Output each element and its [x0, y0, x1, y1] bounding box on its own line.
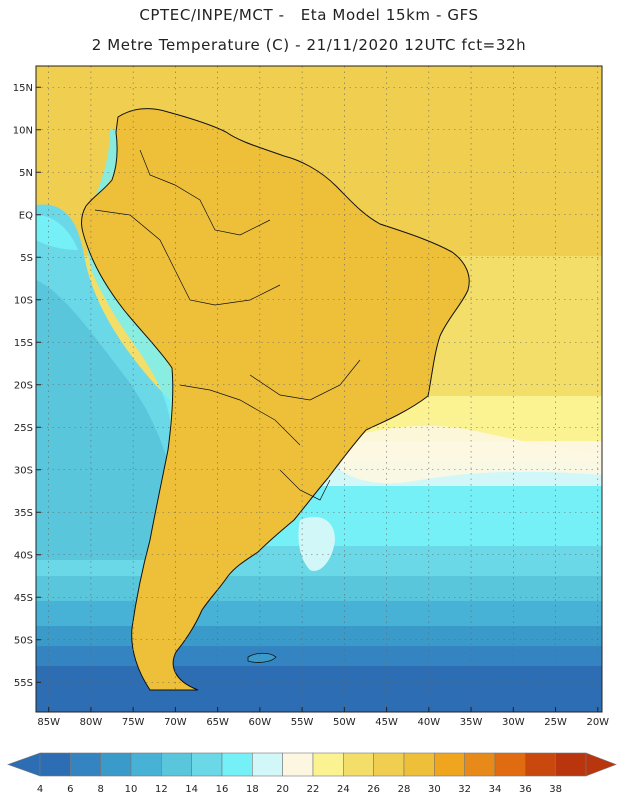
map-frame [35, 65, 603, 713]
colorbar-swatch [221, 752, 253, 777]
lon-tick-label: 40W [418, 717, 441, 728]
lat-tick-label: 5N [19, 168, 33, 179]
lat-tick-label: 5S [20, 253, 33, 264]
lat-tick-label: 25S [14, 423, 33, 434]
colorbar-swatch [130, 752, 162, 777]
lon-tick-label: 60W [249, 717, 272, 728]
colorbar-swatch [100, 752, 132, 777]
lon-tick-label: 35W [460, 717, 483, 728]
colorbar-label: 30 [428, 784, 441, 795]
lat-tick-label: 15N [13, 83, 33, 94]
colorbar-swatch [282, 752, 314, 777]
colorbar-swatch [555, 752, 587, 777]
lat-tick-label: 30S [14, 465, 33, 476]
lat-tick-label: 35S [14, 508, 33, 519]
colorbar-arrow-low [7, 752, 41, 777]
colorbar-swatch [434, 752, 465, 777]
colorbar-label: 12 [155, 784, 168, 795]
lat-tick-label: 50S [14, 635, 33, 646]
colorbar-swatch [312, 752, 344, 777]
colorbar-swatch [494, 752, 526, 777]
lon-tick-label: 85W [37, 717, 60, 728]
map-title-line2: 2 Metre Temperature (C) - 21/11/2020 12U… [91, 36, 527, 54]
colorbar-label: 10 [125, 784, 138, 795]
lat-tick-label: 15S [14, 338, 33, 349]
map-title-line1: CPTEC/INPE/MCT - Eta Model 15km - GFS [139, 6, 479, 24]
lat-tick-label: EQ [19, 210, 33, 221]
lon-tick-label: 80W [80, 717, 103, 728]
colorbar-label: 32 [458, 784, 471, 795]
colorbar-label: 20 [276, 784, 289, 795]
colorbar-label: 22 [307, 784, 320, 795]
lat-lon-grid [36, 66, 602, 712]
colorbar-arrow-high [585, 752, 617, 777]
colorbar-label: 4 [37, 784, 43, 795]
lon-tick-label: 75W [122, 717, 145, 728]
colorbar-label: 28 [398, 784, 411, 795]
colorbar-label: 16 [216, 784, 229, 795]
coastline [81, 108, 470, 691]
colorbar-label: 24 [337, 784, 350, 795]
lat-tick-label: 20S [14, 380, 33, 391]
colorbar-swatch [464, 752, 496, 777]
colorbar-swatch [161, 752, 192, 777]
lon-tick-label: 65W [206, 717, 229, 728]
lat-tick-label: 10N [13, 125, 33, 136]
colorbar-swatch [39, 752, 71, 777]
lon-tick-label: 30W [502, 717, 525, 728]
colorbar-label: 34 [489, 784, 502, 795]
lat-tick-label: 55S [14, 678, 33, 689]
lon-tick-label: 25W [544, 717, 567, 728]
colorbar-label: 38 [549, 784, 562, 795]
axis-labels: 15N 10N 5N EQ 5S 10S 15S 20S 25S 30S 35S 40S 45S 50S 5… [13, 83, 609, 728]
colorbar-swatch [373, 752, 405, 777]
colorbar-swatch [343, 752, 374, 777]
colorbar-label: 14 [185, 784, 198, 795]
colorbar-swatch [70, 752, 101, 777]
colorbar-swatch [403, 752, 435, 777]
lat-tick-label: 45S [14, 593, 33, 604]
lon-tick-label: 50W [333, 717, 356, 728]
colorbar-swatch [252, 752, 283, 777]
colorbar-swatch [525, 752, 556, 777]
colorbar: 4 6 8 10 12 14 16 18 20 22 24 26 28 30 32 34 36 38 [7, 752, 617, 795]
lon-tick-label: 55W [291, 717, 314, 728]
colorbar-label: 18 [246, 784, 259, 795]
colorbar-label: 36 [519, 784, 532, 795]
lon-tick-label: 45W [375, 717, 398, 728]
lat-tick-label: 40S [14, 550, 33, 561]
colorbar-label: 26 [367, 784, 380, 795]
colorbar-swatch [191, 752, 223, 777]
colorbar-label: 6 [67, 784, 73, 795]
lon-tick-label: 70W [164, 717, 187, 728]
colorbar-label: 8 [97, 784, 103, 795]
lon-tick-label: 20W [586, 717, 609, 728]
lat-tick-label: 10S [14, 295, 33, 306]
